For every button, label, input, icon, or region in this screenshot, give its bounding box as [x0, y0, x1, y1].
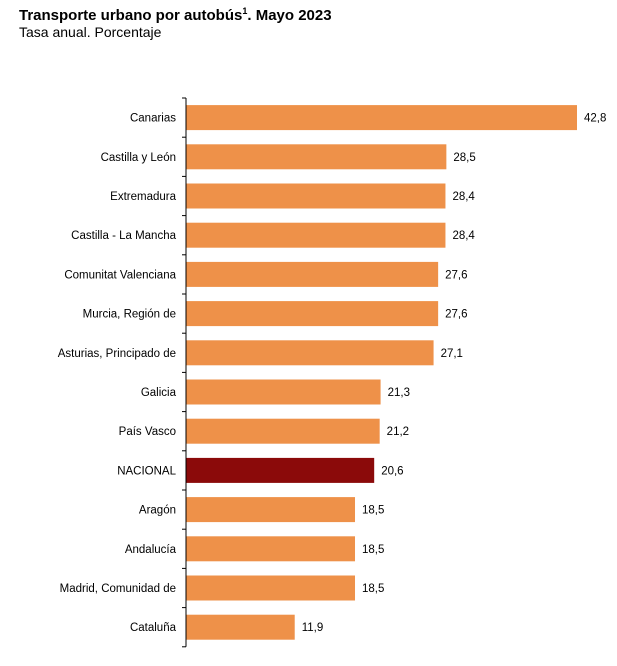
category-label-8: País Vasco — [119, 426, 176, 438]
category-label-6: Asturias, Principado de — [58, 348, 176, 360]
value-label-2: 28,4 — [452, 191, 475, 203]
chart-title-date: . Mayo 2023 — [247, 7, 332, 24]
category-label-4: Comunitat Valenciana — [64, 269, 176, 281]
bar-2 — [186, 183, 446, 209]
value-label-10: 18,5 — [362, 505, 384, 517]
bar-11 — [186, 536, 356, 562]
bar-6 — [186, 340, 434, 366]
bar-5 — [186, 301, 439, 327]
bar-3 — [186, 222, 446, 248]
category-label-1: Castilla y León — [101, 152, 176, 164]
chart-title: Transporte urbano por autobús1. Mayo 202… — [19, 6, 332, 24]
category-label-9: NACIONAL — [117, 465, 176, 477]
bar-12 — [186, 575, 356, 601]
category-label-2: Extremadura — [110, 191, 176, 203]
chart-title-main: Transporte urbano por autobús — [19, 7, 243, 24]
category-label-7: Galicia — [141, 387, 177, 399]
value-label-4: 27,6 — [445, 269, 467, 281]
value-label-6: 27,1 — [441, 348, 463, 360]
value-label-5: 27,6 — [445, 309, 467, 321]
category-label-5: Murcia, Región de — [83, 309, 176, 321]
value-label-8: 21,2 — [387, 426, 409, 438]
category-label-13: Cataluña — [130, 622, 177, 634]
bar-7 — [186, 379, 381, 405]
value-label-7: 21,3 — [388, 387, 410, 399]
value-label-0: 42,8 — [584, 113, 606, 125]
chart-subtitle: Tasa anual. Porcentaje — [19, 24, 162, 40]
bar-1 — [186, 144, 447, 170]
bar-9 — [186, 457, 375, 483]
value-label-12: 18,5 — [362, 583, 384, 595]
category-label-0: Canarias — [130, 113, 176, 125]
category-label-3: Castilla - La Mancha — [71, 230, 176, 242]
value-label-1: 28,5 — [453, 152, 475, 164]
bar-4 — [186, 261, 439, 287]
bar-10 — [186, 497, 356, 523]
category-label-10: Aragón — [139, 505, 176, 517]
category-label-11: Andalucía — [125, 544, 177, 556]
value-label-9: 20,6 — [381, 465, 403, 477]
bar-8 — [186, 418, 380, 444]
bar-0 — [186, 105, 577, 131]
category-label-12: Madrid, Comunidad de — [60, 583, 176, 595]
value-label-13: 11,9 — [302, 622, 324, 634]
bar-13 — [186, 614, 295, 640]
value-label-11: 18,5 — [362, 544, 384, 556]
chart-title-footnote-mark: 1 — [242, 6, 248, 16]
value-label-3: 28,4 — [452, 230, 475, 242]
